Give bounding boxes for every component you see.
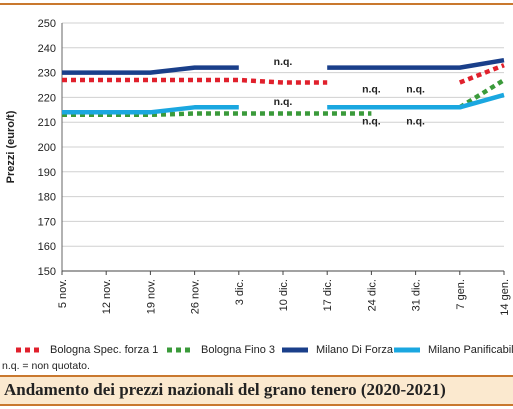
x-tick-label: 10 dic. xyxy=(278,279,290,311)
nq-annotation: n.q. xyxy=(362,83,381,95)
nq-annotation: n.q. xyxy=(362,116,381,128)
series-line-milano-panificabile xyxy=(327,92,505,110)
y-tick-label: 160 xyxy=(38,241,56,253)
legend-item-milano-di-forza: Milano Di Forza xyxy=(280,341,393,359)
top-rule xyxy=(0,3,513,5)
footnote: n.q. = non quotato. xyxy=(2,360,90,372)
x-tick-label: 5 nov. xyxy=(57,279,69,308)
series-line-milano-panificabile xyxy=(62,105,239,115)
x-tick-label: 31 dic. xyxy=(411,279,423,311)
y-tick-label: 190 xyxy=(38,167,56,179)
nq-annotation: n.q. xyxy=(274,56,293,68)
x-tick-label: 14 gen. xyxy=(499,279,511,316)
legend-label: Bologna Spec. forza 1 xyxy=(50,344,159,356)
chart-legend: Bologna Spec. forza 1 Bologna Fino 3 Milan… xyxy=(0,341,513,359)
x-tick-label: 3 dic. xyxy=(234,279,246,305)
nq-annotation: n.q. xyxy=(406,116,425,128)
y-tick-label: 170 xyxy=(38,216,56,228)
legend-item-bologna-fino-3: Bologna Fino 3 xyxy=(165,341,275,359)
legend-swatch xyxy=(16,347,42,353)
chart-title-bar: Andamento dei prezzi nazionali del grano… xyxy=(0,375,513,406)
series-line-bologna-fino-3 xyxy=(62,111,372,118)
y-tick-label: 230 xyxy=(38,68,56,80)
nq-annotation: n.q. xyxy=(274,96,293,108)
y-tick-label: 200 xyxy=(38,142,56,154)
x-tick-label: 12 nov. xyxy=(101,279,113,314)
y-tick-label: 150 xyxy=(38,266,56,278)
y-axis-title: Prezzi (euro/t) xyxy=(5,110,17,183)
legend-label: Bologna Fino 3 xyxy=(201,344,275,356)
price-line-chart: 150 160 170 180 190 200 210 220 230 240 250 5 nov. 1… xyxy=(5,18,511,316)
x-tick-label: 17 dic. xyxy=(322,279,334,311)
series-line-milano-di-forza xyxy=(62,65,239,75)
y-tick-label: 220 xyxy=(38,92,56,104)
nq-annotation: n.q. xyxy=(406,83,425,95)
series-line-milano-di-forza xyxy=(327,57,505,70)
x-tick-label: 19 nov. xyxy=(145,279,157,314)
legend-swatch xyxy=(282,347,308,353)
legend-item-milano-panificabile: Milano Panificabile xyxy=(392,341,513,359)
legend-label: Milano Di Forza xyxy=(316,344,394,356)
legend-swatch xyxy=(394,347,420,353)
y-tick-label: 240 xyxy=(38,43,56,55)
x-tick-label: 7 gen. xyxy=(455,279,467,310)
legend-swatch xyxy=(167,347,193,353)
x-tick-label: 24 dic. xyxy=(366,279,378,311)
y-tick-label: 210 xyxy=(38,117,56,129)
chart-title: Andamento dei prezzi nazionali del grano… xyxy=(4,380,446,399)
x-tick-label: 26 nov. xyxy=(190,279,202,314)
legend-label: Milano Panificabile xyxy=(428,344,513,356)
legend-item-bologna-spec-forza-1: Bologna Spec. forza 1 xyxy=(14,341,158,359)
series-line-bologna-spec-forza-1 xyxy=(458,63,505,85)
y-tick-label: 180 xyxy=(38,192,56,204)
y-tick-label: 250 xyxy=(38,18,56,30)
series-line-bologna-spec-forza-1 xyxy=(62,77,328,85)
